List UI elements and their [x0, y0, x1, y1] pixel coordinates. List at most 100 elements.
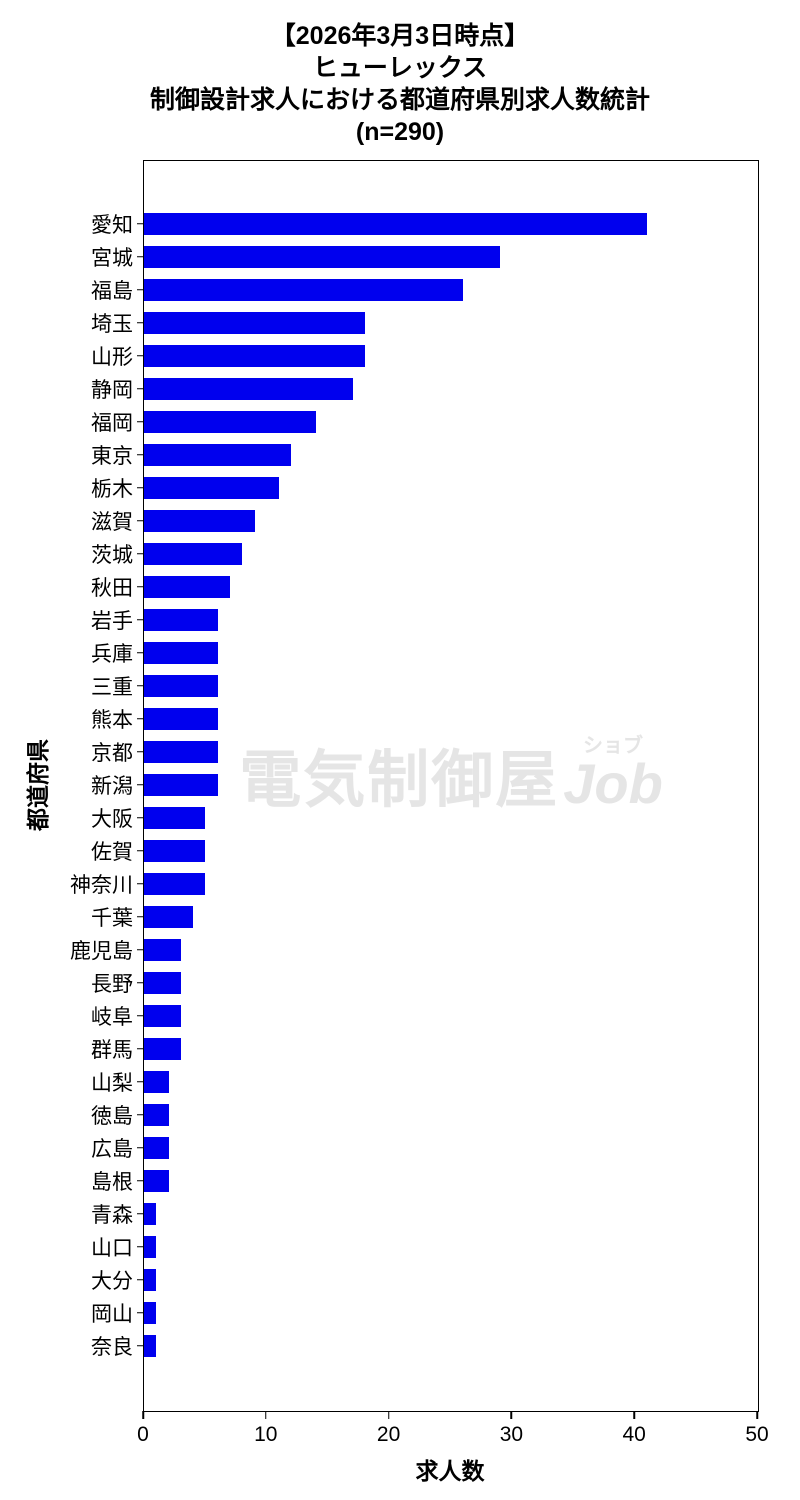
- y-tick-label: 滋賀: [91, 510, 133, 534]
- bar-row: 宮城: [91, 240, 758, 273]
- y-tick-label: 宮城: [91, 246, 133, 270]
- chart-title-line2: ヒューレックス: [312, 54, 488, 82]
- x-tick-label: 40: [622, 1423, 646, 1446]
- bar-row: 大分: [91, 1263, 758, 1296]
- bar-row: 愛知: [91, 207, 758, 240]
- y-tick-label: 秋田: [91, 576, 133, 600]
- x-tick: [633, 1411, 635, 1419]
- x-tick-label: 50: [745, 1423, 769, 1446]
- y-tick-label: 京都: [91, 741, 133, 765]
- x-axis: 0 10 20 30 40 50: [137, 1411, 769, 1471]
- y-tick-label: 広島: [91, 1137, 133, 1161]
- bar: [144, 1301, 157, 1324]
- bar-row: 長野: [91, 966, 758, 999]
- y-tick-label: 長野: [91, 972, 133, 996]
- bar-row: 滋賀: [91, 504, 758, 537]
- y-tick-label: 山梨: [91, 1071, 133, 1095]
- bar-row: 静岡: [91, 372, 758, 405]
- y-tick: [137, 684, 144, 687]
- y-tick: [137, 783, 144, 786]
- bar: [144, 1136, 169, 1159]
- y-tick-label: 埼玉: [91, 312, 133, 336]
- y-tick: [137, 255, 144, 258]
- bar: [144, 377, 353, 400]
- y-tick: [137, 1311, 144, 1314]
- y-tick-label: 奈良: [91, 1335, 133, 1359]
- bar: [144, 1004, 181, 1027]
- chart-title-line4: (n=290): [355, 118, 445, 146]
- y-tick-label: 青森: [91, 1203, 133, 1227]
- bar-row: 秋田: [91, 570, 758, 603]
- bar: [144, 245, 501, 268]
- bar-row: 岐阜: [91, 999, 758, 1032]
- y-tick: [137, 1146, 144, 1149]
- bar-row: 青森: [91, 1197, 758, 1230]
- bar: [144, 278, 464, 301]
- bar: [144, 806, 206, 829]
- bar-row: 島根: [91, 1164, 758, 1197]
- y-tick-label: 新潟: [91, 774, 133, 798]
- y-tick: [137, 1212, 144, 1215]
- x-tick: [510, 1411, 513, 1419]
- y-tick-label: 福島: [91, 279, 133, 303]
- y-tick-label: 三重: [91, 675, 133, 699]
- bar-row: 岡山: [91, 1296, 758, 1329]
- y-tick-label: 山口: [91, 1236, 133, 1260]
- y-tick: [137, 585, 144, 588]
- y-tick-label: 鹿児島: [70, 939, 133, 963]
- y-tick: [137, 948, 144, 951]
- y-tick: [137, 519, 144, 522]
- x-tick: [142, 1411, 144, 1419]
- bar-row: 京都: [91, 735, 758, 768]
- y-tick-label: 千葉: [91, 906, 133, 930]
- y-tick-label: 大阪: [91, 807, 133, 831]
- bar-row: 熊本: [91, 702, 758, 735]
- bar-row: 岩手: [91, 603, 758, 636]
- y-tick-label: 熊本: [91, 708, 133, 732]
- y-tick: [137, 1245, 144, 1248]
- y-tick-label: 兵庫: [91, 642, 133, 666]
- x-tick: [756, 1411, 758, 1419]
- bar: [144, 839, 206, 862]
- y-tick: [137, 1080, 144, 1083]
- bar-row: 山口: [91, 1230, 758, 1263]
- bar: [144, 740, 218, 763]
- y-tick: [137, 1179, 144, 1182]
- chart-title: 【2026年3月3日時点】 ヒューレックス 制御設計求人における都道府県別求人数…: [0, 20, 800, 148]
- y-tick: [137, 486, 144, 489]
- bar: [144, 1202, 157, 1225]
- x-tick-label: 10: [254, 1423, 278, 1446]
- bar-row: 鹿児島: [70, 933, 758, 966]
- bar-row: 福岡: [91, 405, 758, 438]
- bar: [144, 443, 292, 466]
- bar: [144, 707, 218, 730]
- y-tick-label: 福岡: [91, 411, 133, 435]
- bar: [144, 872, 206, 895]
- bar: [144, 311, 366, 334]
- x-tick-label: 30: [499, 1423, 524, 1446]
- y-tick-label: 茨城: [91, 543, 133, 567]
- y-tick: [137, 420, 144, 423]
- y-tick: [137, 288, 144, 291]
- x-tick-label: 0: [137, 1423, 149, 1446]
- y-tick-label: 佐賀: [91, 840, 133, 864]
- bar-row: 栃木: [91, 471, 758, 504]
- bar-row: 福島: [91, 273, 758, 306]
- y-tick-label: 岐阜: [91, 1005, 133, 1029]
- x-tick-label: 20: [376, 1423, 401, 1446]
- y-tick: [137, 453, 144, 456]
- bar: [144, 575, 230, 598]
- bar-row: 東京: [91, 438, 758, 471]
- bar-row: 新潟: [91, 768, 758, 801]
- y-tick-label: 岡山: [91, 1302, 133, 1326]
- bar: [144, 905, 194, 928]
- bar-row: 神奈川: [70, 867, 758, 900]
- y-tick: [137, 1113, 144, 1116]
- bar-row: 群馬: [91, 1032, 758, 1065]
- y-tick: [137, 882, 144, 885]
- bar: [144, 1169, 169, 1192]
- bar: [144, 344, 366, 367]
- bar: [144, 971, 181, 994]
- y-tick-label: 岩手: [91, 609, 133, 633]
- bar-row: 広島: [91, 1131, 758, 1164]
